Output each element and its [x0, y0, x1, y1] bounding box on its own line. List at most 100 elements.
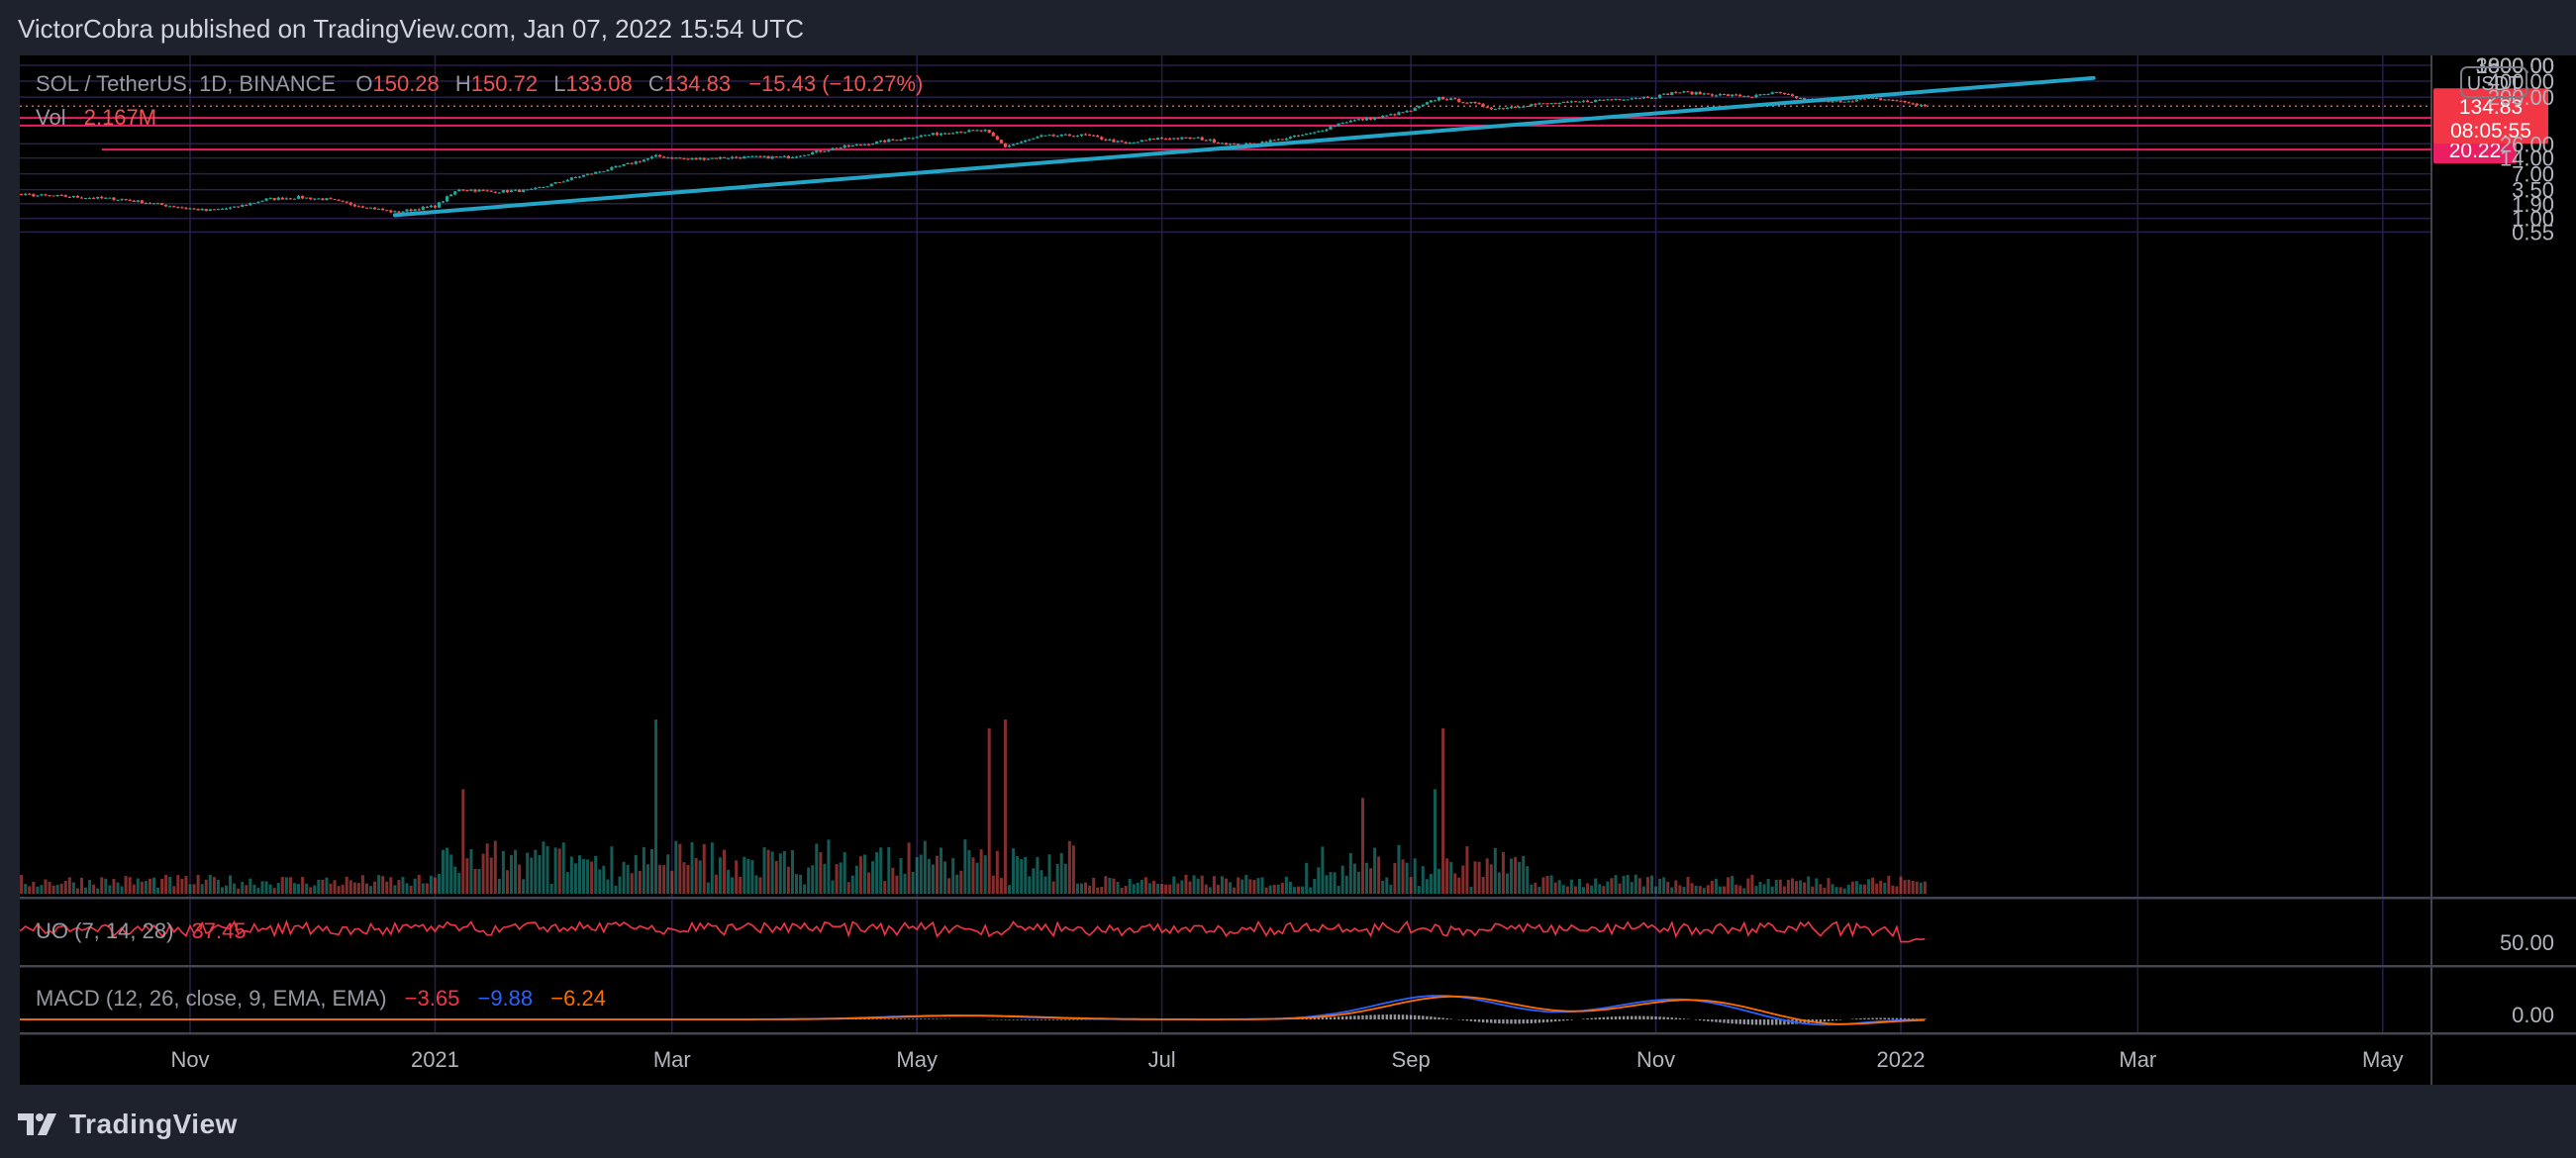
candle: [1032, 138, 1036, 140]
volume-bar: [140, 881, 144, 894]
candle: [1325, 128, 1329, 133]
macd-histogram-bar: [1305, 1017, 1308, 1019]
volume-bar: [1598, 884, 1602, 894]
volume-bar: [606, 879, 610, 894]
volume-bar: [345, 876, 348, 894]
candle: [750, 155, 754, 157]
macd-histogram-bar: [1377, 1014, 1380, 1019]
candle: [120, 198, 124, 201]
macd-histogram-bar: [1413, 1014, 1417, 1019]
candle: [1204, 139, 1208, 142]
volume-bar: [1208, 887, 1212, 894]
candle: [577, 175, 582, 179]
candle: [337, 199, 341, 202]
volume-legend[interactable]: Vol 2.167M: [36, 105, 156, 130]
uo-legend[interactable]: UO (7, 14, 28) 37.45: [36, 918, 247, 943]
candle: [477, 188, 481, 192]
candle: [1292, 135, 1297, 138]
volume-bar: [120, 886, 124, 894]
candle: [1710, 93, 1714, 97]
candle: [1501, 107, 1506, 110]
candle: [497, 192, 501, 194]
macd-histogram-bar: [1441, 1017, 1444, 1019]
macd-histogram-bar: [1891, 1017, 1895, 1019]
candle: [473, 188, 477, 193]
candle: [1393, 113, 1397, 117]
time-axis[interactable]: [20, 1035, 2431, 1085]
volume-bar: [714, 874, 718, 894]
price-tick-label: 800.00: [2488, 53, 2554, 78]
volume-bar: [842, 852, 846, 894]
candle: [457, 188, 461, 192]
candle: [766, 155, 770, 159]
candle: [653, 153, 658, 157]
currency-badge[interactable]: USDT: [2460, 66, 2527, 98]
volume-bar: [1100, 886, 1104, 894]
candle: [1614, 98, 1618, 101]
macd-axis: [2431, 968, 2576, 1032]
price-pane[interactable]: [20, 55, 2431, 897]
candle: [208, 209, 212, 212]
volume-bar: [995, 850, 999, 894]
candle: [48, 194, 51, 197]
candle: [44, 193, 48, 197]
candle: [1670, 91, 1674, 96]
volume-bar: [1280, 882, 1284, 894]
volume-bar: [940, 847, 943, 894]
volume-bar: [71, 882, 75, 894]
macd-histogram-bar: [1658, 1016, 1661, 1019]
volume-bar: [1501, 851, 1505, 894]
trendline[interactable]: [392, 75, 2096, 218]
candle: [561, 180, 565, 183]
candle: [1108, 138, 1112, 142]
candle: [1337, 123, 1340, 128]
candle: [1272, 139, 1276, 142]
macd-histogram-bar: [1582, 1018, 1585, 1019]
candle: [1248, 142, 1252, 145]
macd-histogram-bar: [1674, 1017, 1678, 1019]
volume-bar: [1337, 885, 1340, 894]
volume-bar: [746, 858, 750, 894]
candle: [176, 206, 180, 209]
candle: [887, 138, 891, 143]
macd-histogram-bar: [1437, 1016, 1440, 1019]
publish-header: VictorCobra published on TradingView.com…: [18, 14, 804, 44]
volume-bar: [1352, 863, 1356, 894]
volume-bar: [1762, 884, 1766, 894]
volume-bar: [1047, 854, 1051, 894]
candle: [1368, 117, 1373, 121]
macd-histogram-bar: [1426, 1015, 1429, 1019]
volume-bar: [256, 888, 260, 894]
macd-histogram-bar: [1537, 1019, 1541, 1023]
candle: [1321, 130, 1325, 133]
candle: [245, 204, 248, 207]
candle: [1051, 134, 1055, 138]
candle: [854, 144, 858, 146]
symbol-legend[interactable]: SOL / TetherUS, 1D, BINANCE O150.28 H150…: [36, 71, 923, 96]
volume-bar: [446, 847, 449, 894]
volume-bar: [313, 885, 317, 894]
macd-histogram-bar: [1635, 1015, 1637, 1019]
macd-histogram-bar: [1051, 1019, 1055, 1020]
time-tick-label: May: [896, 1047, 938, 1072]
volume-bar: [831, 880, 835, 894]
volume-bar: [1678, 885, 1682, 894]
candle: [1731, 94, 1734, 98]
macd-legend[interactable]: MACD (12, 26, close, 9, EMA, EMA) −3.65 …: [36, 986, 606, 1011]
price-tick-label: 3.50: [2512, 178, 2554, 203]
volume-bar: [1723, 886, 1727, 894]
price-axis[interactable]: [2431, 55, 2576, 897]
macd-histogram-bar: [1586, 1018, 1589, 1019]
candle: [220, 208, 225, 211]
candle: [1228, 143, 1233, 146]
candle: [1284, 138, 1288, 141]
candle: [1565, 100, 1569, 104]
volume-bar: [449, 854, 453, 894]
macd-pane[interactable]: [20, 968, 2431, 1032]
uo-pane[interactable]: [20, 900, 2431, 965]
candle: [1075, 135, 1080, 138]
candle: [1155, 137, 1160, 141]
trendline-group[interactable]: [392, 75, 2096, 218]
volume-bar: [1834, 887, 1838, 894]
